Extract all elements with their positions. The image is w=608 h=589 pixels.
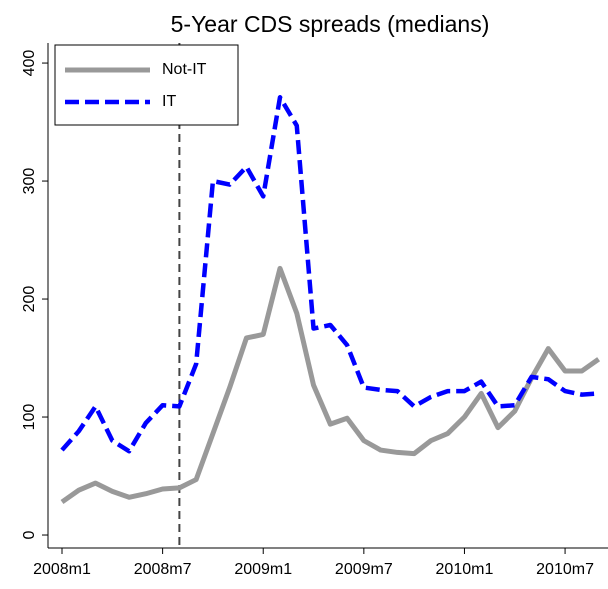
x-tick-label: 2008m1 xyxy=(33,561,91,578)
y-tick-label: 300 xyxy=(21,168,38,195)
y-tick-label: 200 xyxy=(21,286,38,313)
x-tick-label: 2009m1 xyxy=(234,561,292,578)
series-line xyxy=(60,265,601,505)
chart-title: 5-Year CDS spreads (medians) xyxy=(171,11,490,37)
series-line xyxy=(60,95,599,454)
x-tick-label: 2009m7 xyxy=(335,561,393,578)
x-tick-label: 2010m7 xyxy=(536,561,594,578)
y-tick-label: 100 xyxy=(21,404,38,431)
legend-box xyxy=(54,44,239,126)
y-tick-label: 0 xyxy=(21,530,38,539)
y-tick-label: 400 xyxy=(21,50,38,77)
x-tick-label: 2010m1 xyxy=(436,561,494,578)
legend-label: Not-IT xyxy=(162,61,207,78)
legend-label: IT xyxy=(162,93,176,110)
x-tick-label: 2008m7 xyxy=(134,561,192,578)
